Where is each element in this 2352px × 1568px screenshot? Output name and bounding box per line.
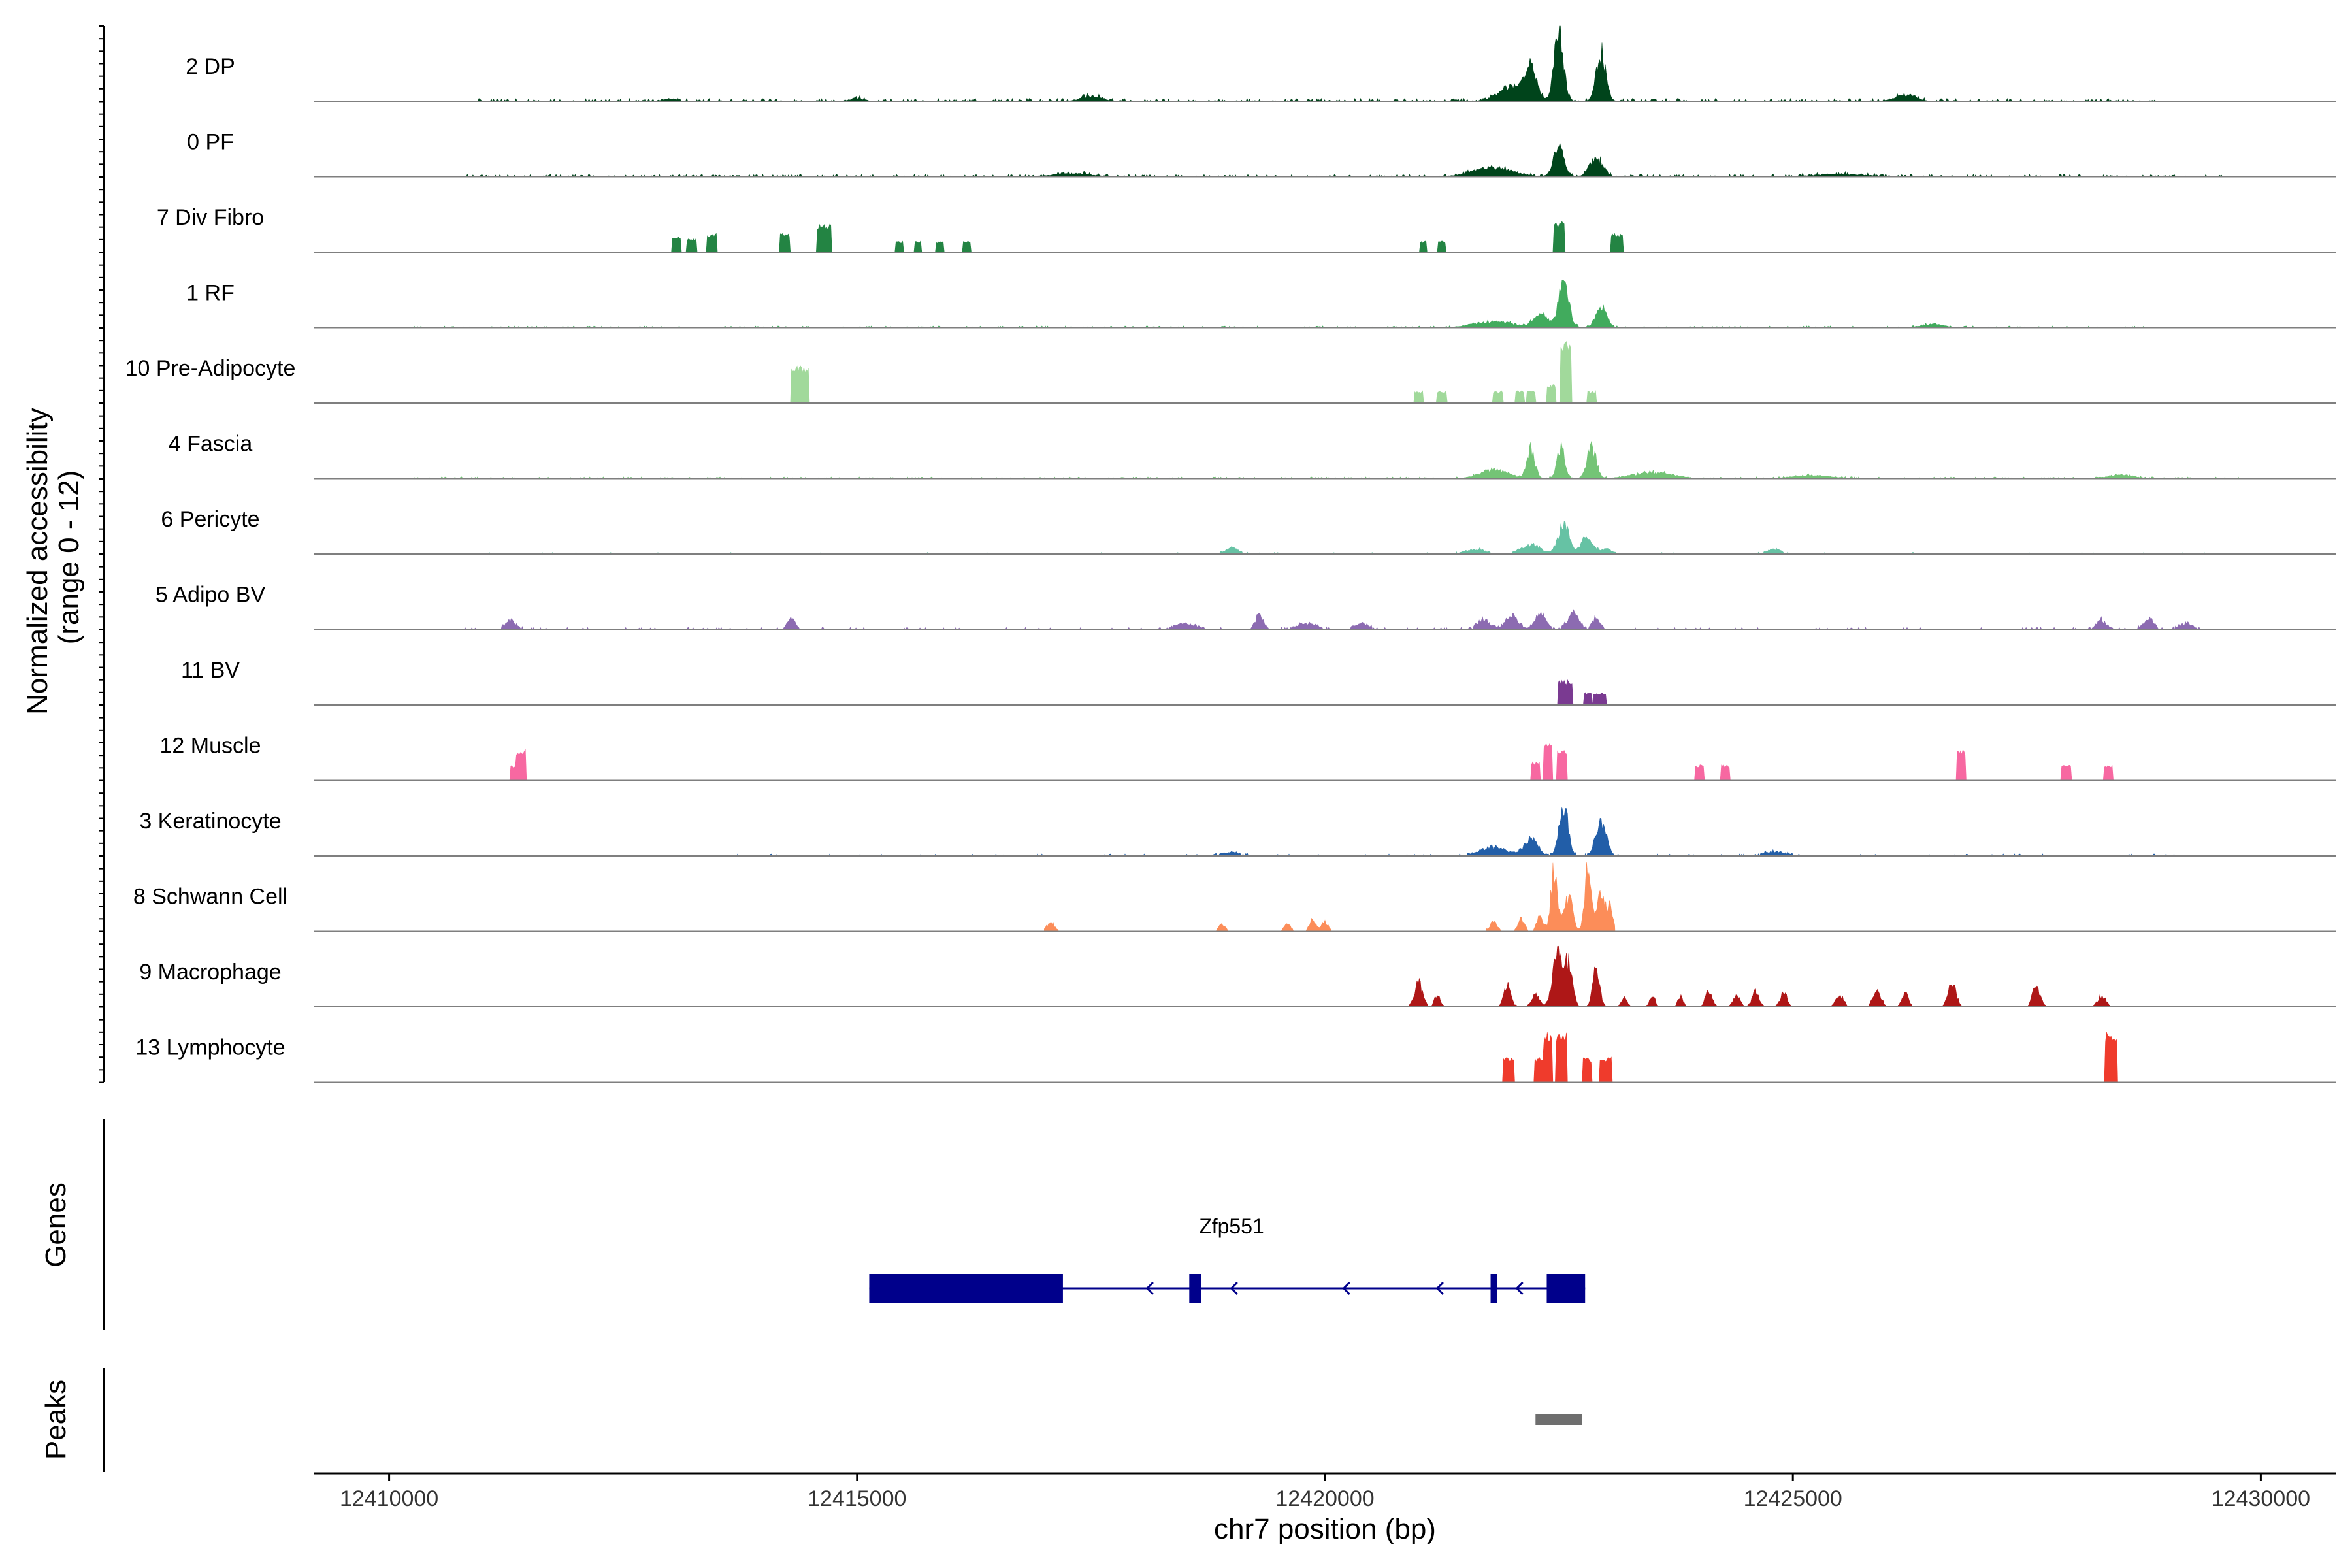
genes-layer: Zfp551 <box>869 1215 1586 1303</box>
x-axis-tick-label: 12415000 <box>808 1486 906 1511</box>
x-axis-tick-label: 12430000 <box>2212 1486 2310 1511</box>
genes-panel-title: Genes <box>40 1183 72 1267</box>
track-1: 2 DP <box>186 25 2336 102</box>
track-label: 13 Lymphocyte <box>135 1036 285 1060</box>
track-3: 7 Div Fibro <box>157 205 2336 253</box>
coverage-tracks: 2 DP 0 PF 7 Div Fibro 1 RF 10 Pre-Adipocyte 4… <box>99 25 2336 1083</box>
y-axis-title-line-1: Normalized accessibility <box>22 408 54 714</box>
gene-exon <box>1490 1274 1497 1303</box>
track-7: 6 Pericyte <box>161 507 2336 555</box>
track-label: 5 Adipo BV <box>155 583 266 608</box>
gene-exon <box>869 1274 1063 1303</box>
x-axis-tick-label: 12420000 <box>1275 1486 1374 1511</box>
gene-strand-arrow <box>1515 1281 1524 1296</box>
peak-region <box>1535 1414 1582 1425</box>
gene-name-label: Zfp551 <box>1199 1215 1264 1238</box>
track-label: 4 Fascia <box>169 432 253 457</box>
track-label: 12 Muscle <box>160 734 261 759</box>
track-8: 5 Adipo BV <box>155 583 2336 630</box>
track-label: 11 BV <box>181 658 240 683</box>
track-9: 11 BV <box>181 658 2336 706</box>
gene-model: Zfp551 <box>869 1215 1586 1303</box>
track-2: 0 PF <box>187 130 2336 178</box>
track-5: 10 Pre-Adipocyte <box>125 341 2336 404</box>
y-axis-title: Normalized accessibility (range 0 - 12) <box>22 400 85 715</box>
peaks-panel-title: Peaks <box>40 1380 72 1460</box>
x-axis-tick-label: 12425000 <box>1744 1486 1842 1511</box>
gene-exon <box>1189 1274 1201 1303</box>
track-12: 8 Schwann Cell <box>133 862 2336 932</box>
track-label: 7 Div Fibro <box>157 205 264 230</box>
gene-strand-arrow <box>1342 1281 1350 1296</box>
track-6: 4 Fascia <box>169 432 2336 480</box>
track-14: 13 Lymphocyte <box>135 1032 2336 1083</box>
track-label: 8 Schwann Cell <box>133 885 287 909</box>
gene-strand-arrow <box>1435 1281 1444 1296</box>
x-axis-title: chr7 position (bp) <box>1214 1513 1436 1545</box>
track-label: 1 RF <box>186 281 235 306</box>
track-label: 6 Pericyte <box>161 507 259 532</box>
x-axis: 12410000 12415000 12420000 12425000 12430000 <box>314 1472 2336 1511</box>
x-axis-tick-label: 12410000 <box>340 1486 438 1511</box>
track-10: 12 Muscle <box>160 734 2336 781</box>
track-label: 10 Pre-Adipocyte <box>125 356 296 381</box>
peaks-layer <box>1535 1414 1582 1425</box>
gene-strand-arrow <box>1145 1281 1154 1296</box>
track-label: 3 Keratinocyte <box>139 809 281 834</box>
y-axis-title-line-2: (range 0 - 12) <box>53 470 85 645</box>
gene-strand-arrow <box>1230 1281 1238 1296</box>
track-4: 1 RF <box>186 279 2336 329</box>
track-label: 2 DP <box>186 54 235 79</box>
gene-exon <box>1546 1274 1586 1303</box>
track-11: 3 Keratinocyte <box>139 807 2336 857</box>
track-label: 9 Macrophage <box>139 960 281 985</box>
track-13: 9 Macrophage <box>139 945 2336 1007</box>
track-label: 0 PF <box>187 130 234 155</box>
